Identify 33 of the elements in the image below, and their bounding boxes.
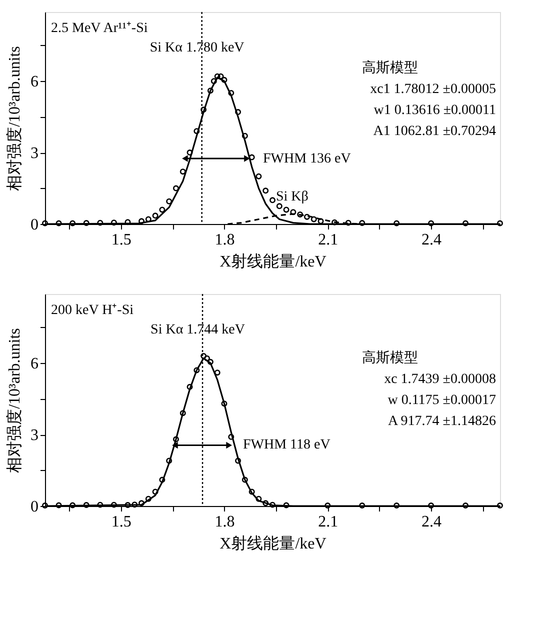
annotation: FWHM 118 eV	[243, 438, 330, 453]
annotation: A 917.74 ±1.14826	[388, 414, 496, 429]
x-tick-label: 2.4	[422, 232, 442, 248]
annotation: FWHM 136 eV	[263, 151, 351, 166]
annotation: w 0.1175 ±0.00017	[388, 393, 496, 408]
annotation: 高斯模型	[362, 350, 418, 366]
y-tick-label: 6	[30, 356, 38, 373]
annotation: xc 1.7439 ±0.00008	[384, 372, 496, 387]
annotation: A1 1062.81 ±0.70294	[373, 124, 496, 139]
annotation: w1 0.13616 ±0.00011	[374, 103, 496, 118]
x-tick-label: 1.5	[111, 514, 132, 530]
x-tick-label: 2.4	[422, 514, 442, 530]
x-tick-label: 2.1	[318, 514, 338, 530]
x-tick-label: 1.5	[111, 232, 132, 248]
x-axis-title: X射线能量/keV	[220, 534, 327, 552]
annotation: xc1 1.78012 ±0.00005	[370, 82, 496, 97]
annotation: 2.5 MeV Ar¹¹⁺-Si	[51, 21, 148, 36]
x-axis-title: X射线能量/keV	[220, 252, 327, 270]
y-axis-title: 相对强度/10³arb.units	[6, 328, 24, 473]
y-tick-label: 0	[30, 216, 38, 234]
y-tick-label: 3	[30, 145, 38, 162]
x-tick-label: 1.8	[214, 514, 235, 530]
annotation: Si Kα 1.744 keV	[150, 322, 245, 338]
annotation: Si Kβ	[276, 190, 308, 205]
annotation: 高斯模型	[362, 60, 418, 76]
y-tick-label: 0	[30, 498, 38, 516]
annotation: 200 keV H⁺-Si	[51, 303, 134, 318]
y-tick-label: 6	[30, 74, 38, 91]
x-tick-label: 2.1	[318, 232, 338, 248]
y-axis-title: 相对强度/10³arb.units	[6, 46, 24, 191]
annotation: Si Kα 1.780 keV	[150, 40, 244, 56]
y-tick-label: 3	[30, 427, 38, 444]
x-tick-label: 1.8	[214, 232, 235, 248]
